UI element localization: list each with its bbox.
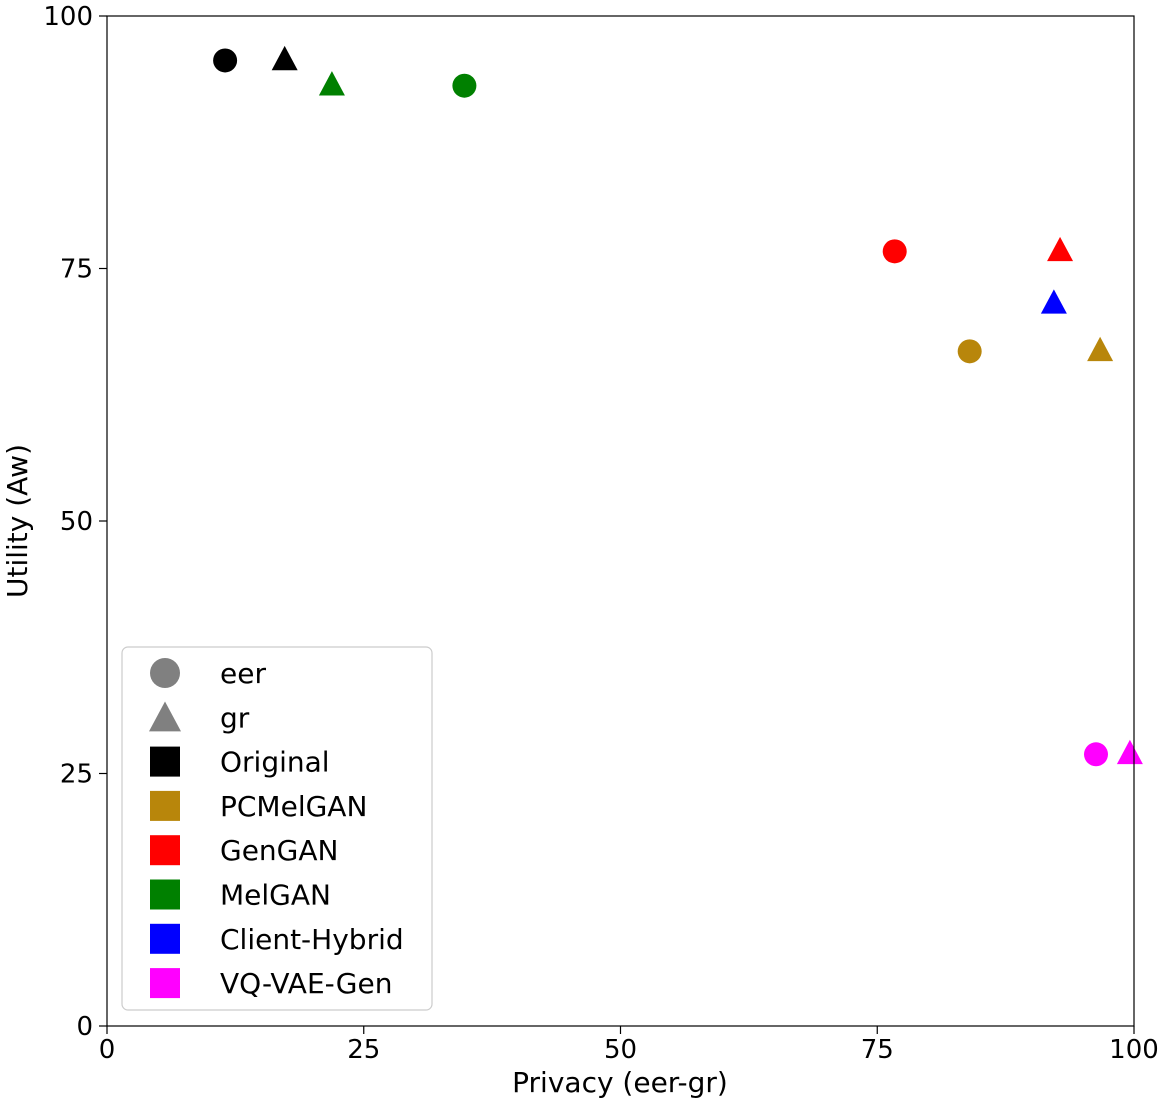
- x-tick-label: 75: [861, 1035, 894, 1065]
- y-tick-label: 0: [76, 1012, 93, 1042]
- legend-label-gr: gr: [220, 701, 250, 734]
- legend-marker-vq-vae-gen: [150, 968, 180, 999]
- legend-marker-pcmelgan: [150, 790, 180, 821]
- plot-area: [213, 45, 1143, 767]
- y-tick-label: 50: [60, 507, 93, 537]
- y-axis-label: Utility (Aw): [1, 444, 34, 598]
- legend-marker-original: [150, 746, 180, 777]
- point-original-eer: [213, 48, 238, 73]
- legend-label-gengan: GenGAN: [220, 834, 338, 867]
- x-tick-label: 50: [604, 1035, 637, 1065]
- point-client-hybrid-gr: [1040, 289, 1067, 314]
- point-gengan-gr: [1047, 236, 1074, 262]
- y-axis-ticks: 0 25 50 75 100: [43, 2, 107, 1042]
- x-tick-label: 100: [1109, 1035, 1159, 1065]
- legend-marker-gengan: [150, 835, 180, 866]
- legend-label-eer: eer: [220, 657, 266, 690]
- point-pcmelgan-gr: [1087, 336, 1114, 362]
- legend-marker-gr: [149, 701, 181, 732]
- point-vq-vae-gen-eer: [1084, 742, 1109, 767]
- y-tick-label: 100: [43, 2, 93, 32]
- legend-label-vq-vae-gen: VQ-VAE-Gen: [220, 967, 392, 1000]
- point-vq-vae-gen-gr: [1116, 739, 1143, 765]
- x-axis-ticks: 0 25 50 75 100: [99, 1026, 1159, 1065]
- point-melgan-eer: [452, 73, 477, 98]
- point-gengan-eer: [882, 239, 907, 264]
- point-pcmelgan-eer: [957, 339, 982, 364]
- point-original-gr: [271, 45, 298, 71]
- legend-label-original: Original: [220, 746, 330, 779]
- x-axis-label: Privacy (eer-gr): [512, 1066, 728, 1099]
- y-tick-label: 25: [60, 760, 93, 790]
- legend-marker-melgan: [150, 879, 180, 910]
- legend: eer gr Original PCMelGAN GenGAN MelGAN Client-…: [121, 646, 433, 1011]
- x-tick-label: 25: [347, 1035, 380, 1065]
- legend-marker-client-hybrid: [150, 923, 180, 954]
- legend-marker-eer: [150, 658, 180, 688]
- point-melgan-gr: [318, 71, 345, 96]
- y-tick-label: 75: [60, 255, 93, 285]
- legend-label-melgan: MelGAN: [220, 879, 331, 912]
- x-tick-label: 0: [99, 1035, 116, 1065]
- legend-label-pcmelgan: PCMelGAN: [220, 790, 367, 823]
- legend-label-client-hybrid: Client-Hybrid: [220, 923, 404, 956]
- legend-box: [121, 646, 433, 1011]
